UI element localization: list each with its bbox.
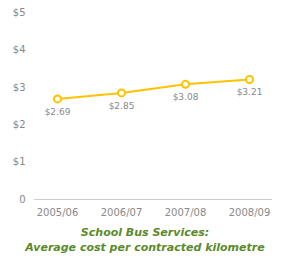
svg-text:$2.69: $2.69 xyxy=(45,107,71,117)
svg-text:2006/07: 2006/07 xyxy=(101,207,143,218)
svg-text:2008/09: 2008/09 xyxy=(229,207,271,218)
svg-text:$2: $2 xyxy=(13,119,26,130)
html-text:School Bus Services:: School Bus Services: xyxy=(80,226,210,239)
svg-text:$1: $1 xyxy=(13,156,26,167)
html-text:Average cost per contracted ki: Average cost per contracted kilometre xyxy=(25,241,265,254)
svg-text:2005/06: 2005/06 xyxy=(37,207,79,218)
svg-text:$4: $4 xyxy=(13,44,26,55)
svg-text:$3: $3 xyxy=(13,82,26,93)
svg-text:2007/08: 2007/08 xyxy=(165,207,207,218)
svg-text:$3.21: $3.21 xyxy=(237,87,263,97)
svg-text:0: 0 xyxy=(19,194,25,205)
svg-text:$5: $5 xyxy=(13,7,26,18)
svg-text:$3.08: $3.08 xyxy=(173,92,199,102)
svg-text:$2.85: $2.85 xyxy=(109,101,135,111)
